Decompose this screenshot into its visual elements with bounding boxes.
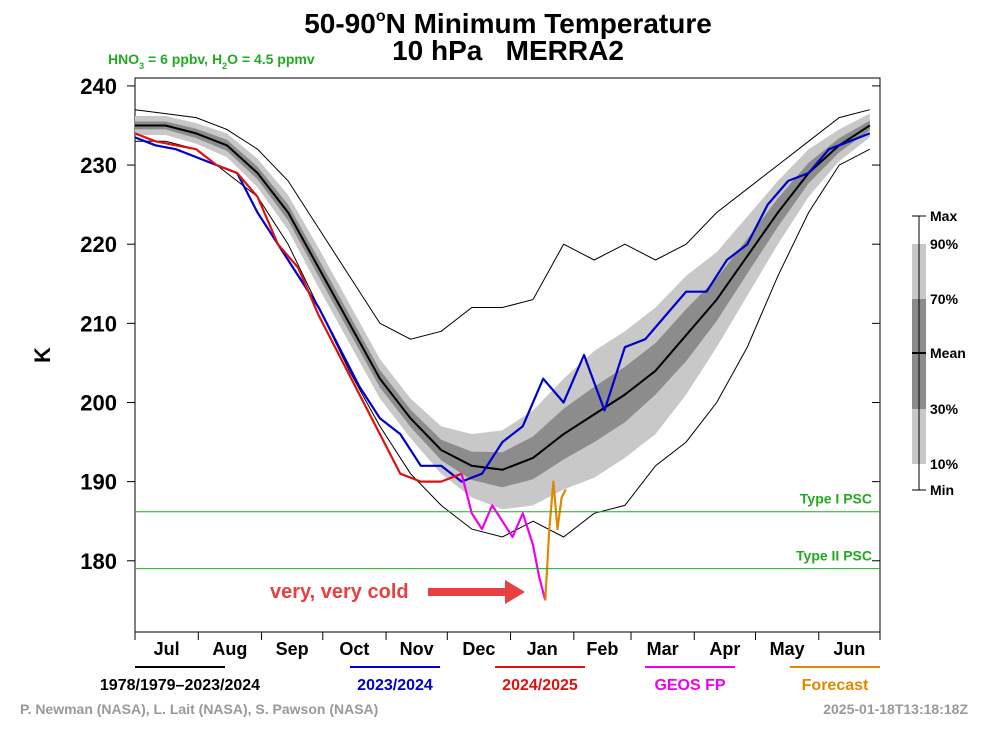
note-part: = 6 ppbv, H	[144, 51, 222, 67]
callout-arrow	[428, 580, 525, 604]
x-tick-label: Nov	[400, 639, 434, 659]
note-sub: 2	[222, 61, 227, 71]
x-tick-label: Feb	[586, 639, 618, 659]
x-tick-label: Jun	[833, 639, 865, 659]
band-10-90	[135, 113, 870, 510]
x-tick-label: Mar	[647, 639, 679, 659]
y-tick-label: 200	[80, 390, 117, 415]
timestamp: 2025-01-18T13:18:18Z	[823, 701, 968, 717]
x-tick-label: Sep	[276, 639, 309, 659]
legend-label: Forecast	[802, 677, 869, 694]
key-label: 30%	[930, 401, 959, 417]
note-part: O = 4.5 ppmv	[227, 51, 315, 67]
key-label: Mean	[930, 345, 966, 361]
legend-label: 2023/2024	[357, 677, 433, 694]
series-line	[544, 480, 567, 601]
title-part: N Minimum Temperature	[386, 8, 712, 39]
x-tick-label: May	[770, 639, 805, 659]
callout-text: very, very cold	[270, 581, 409, 603]
title-part: 50-90	[304, 8, 376, 39]
band-30-70	[135, 120, 870, 488]
y-tick-label: 230	[80, 153, 117, 178]
x-tick-label: Oct	[339, 639, 369, 659]
series-line	[135, 124, 871, 471]
note-sub: 3	[139, 61, 144, 71]
y-axis-label: K	[30, 347, 55, 363]
y-tick-label: 240	[80, 74, 117, 99]
key-label: 90%	[930, 236, 959, 252]
extreme-line	[134, 109, 870, 340]
x-tick-label: Dec	[462, 639, 495, 659]
y-tick-label: 180	[80, 549, 117, 574]
y-tick-label: 210	[80, 311, 117, 336]
legend-label: 1978/1979–2023/2024	[100, 677, 260, 694]
key-label: Max	[930, 208, 957, 224]
chart-subtitle: 10 hPa MERRA2	[392, 35, 624, 66]
note: HNO3 = 6 ppbv, H2O = 4.5 ppmv	[108, 51, 315, 71]
plot-frame	[134, 77, 881, 633]
y-tick-label: 220	[80, 232, 117, 257]
legend-label: GEOS FP	[654, 677, 725, 694]
x-tick-label: Jul	[154, 639, 180, 659]
key-label: 70%	[930, 291, 959, 307]
chart-title: 50-90oN Minimum Temperature	[304, 8, 712, 39]
x-tick-label: Apr	[709, 639, 740, 659]
psc-label: Type I PSC	[800, 491, 872, 507]
psc-label: Type II PSC	[796, 548, 872, 564]
x-tick-label: Jan	[527, 639, 558, 659]
y-tick-label: 190	[80, 470, 117, 495]
series-line	[460, 473, 547, 601]
x-tick-label: Aug	[212, 639, 247, 659]
title-sup: o	[376, 8, 386, 25]
series-line	[134, 132, 871, 483]
note-part: HNO	[108, 51, 139, 67]
series-line	[134, 132, 462, 483]
credits: P. Newman (NASA), L. Lait (NASA), S. Paw…	[20, 701, 378, 717]
key-label: 10%	[930, 456, 959, 472]
key-label: Min	[930, 482, 954, 498]
legend-label: 2024/2025	[502, 677, 578, 694]
